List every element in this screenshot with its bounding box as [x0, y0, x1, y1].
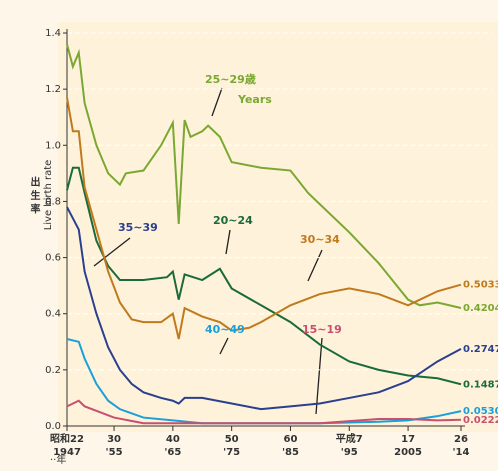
end-value-label: 0.0222: [463, 415, 498, 426]
x-tick-label-western: '65: [164, 447, 181, 458]
series-label: 40~49: [205, 323, 245, 336]
x-tick-label-western: '95: [341, 447, 358, 458]
y-tick-label: 0.6: [45, 253, 61, 264]
x-tick-label-western: '75: [223, 447, 240, 458]
y-axis-label-ja: 出 生 率: [28, 175, 40, 214]
series-line: [66, 97, 462, 340]
plot-background: [58, 22, 498, 432]
end-value-label: 0.0530: [463, 406, 498, 417]
series-line: [66, 399, 462, 425]
y-tick-label: 0.8: [45, 196, 61, 207]
end-value-label: 0.5033: [463, 280, 498, 291]
series-label: 30~34: [300, 233, 340, 246]
series-label: 20~24: [213, 214, 253, 227]
x-tick-label-western: 2005: [394, 447, 422, 458]
x-tick-label: 17: [401, 434, 415, 445]
y-tick-label: 0.4: [45, 309, 61, 320]
x-tick-label-western: '55: [106, 447, 123, 458]
series-line: [66, 166, 462, 386]
x-tick-label: 50: [225, 434, 239, 445]
series-line: [66, 43, 462, 309]
x-tick-label-western: '85: [282, 447, 299, 458]
x-tick-label-western: 1947: [53, 447, 81, 458]
x-tick-label: 平成7: [336, 432, 363, 445]
x-tick-label: 昭和22: [50, 432, 84, 445]
x-tick-label: 40: [166, 434, 180, 445]
series-label: 35~39: [118, 221, 158, 234]
series-label: 25~29歳: [205, 72, 256, 86]
y-tick-label: 0.0: [45, 421, 61, 432]
end-value-label: 0.2747: [463, 344, 498, 355]
series-label: 15~19: [302, 323, 342, 336]
y-tick-label: 1.0: [45, 140, 61, 151]
x-tick-label-western: '14: [453, 447, 470, 458]
x-tick-label: 30: [107, 434, 121, 445]
y-axis-label: Live birth rate: [43, 160, 54, 231]
annotation: Years: [237, 93, 272, 106]
x-axis-unit: ··年: [50, 453, 66, 466]
series-line: [66, 338, 462, 425]
arrows: [93, 87, 323, 415]
y-tick-label: 0.2: [45, 365, 61, 376]
end-value-label: 0.4204: [463, 303, 498, 314]
series-line: [66, 206, 462, 411]
end-value-label: 0.1487: [463, 379, 498, 390]
y-tick-label: 1.4: [45, 28, 61, 39]
x-tick-label: 60: [284, 434, 298, 445]
x-tick-label: 26: [454, 434, 468, 445]
y-tick-label: 1.2: [45, 84, 61, 95]
